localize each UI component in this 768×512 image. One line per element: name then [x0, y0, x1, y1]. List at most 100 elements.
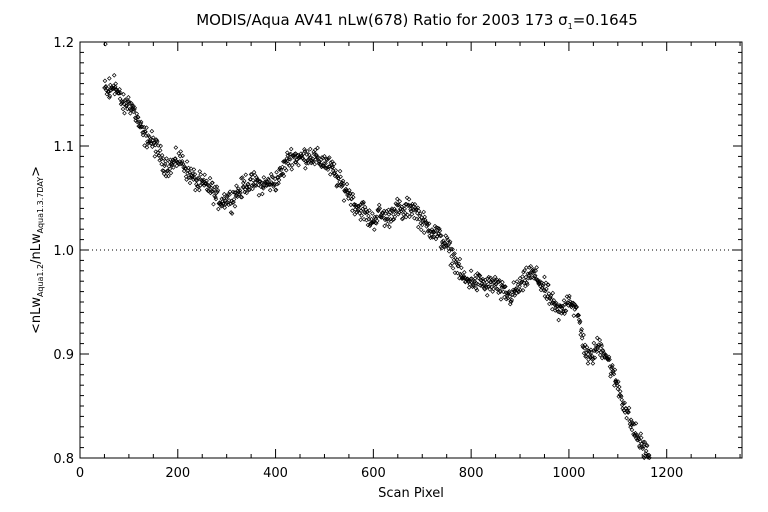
scatter-point — [358, 217, 363, 223]
scatter-point — [528, 275, 533, 281]
scatter-point — [456, 261, 462, 267]
scatter-point — [473, 272, 478, 278]
scatter-point — [296, 162, 301, 168]
scatter-point — [303, 165, 308, 171]
scatter-point — [559, 311, 564, 316]
scatter-point — [303, 158, 309, 164]
scatter-point — [495, 286, 500, 292]
scatter-point — [180, 153, 185, 159]
scatter-point — [244, 190, 250, 196]
scatter-point — [506, 289, 512, 294]
scatter-point — [473, 286, 479, 291]
scatter-point — [312, 161, 317, 167]
scatter-point — [129, 103, 135, 108]
scatter-point — [126, 95, 131, 100]
scatter-point — [164, 156, 169, 161]
scatter-point — [160, 168, 165, 173]
scatter-point — [261, 175, 267, 180]
scatter-point — [614, 380, 620, 386]
scatter-point — [318, 162, 323, 168]
scatter-point — [581, 332, 586, 338]
scatter-point — [512, 293, 517, 298]
scatter-point — [260, 184, 266, 190]
scatter-point — [141, 124, 147, 130]
scatter-point — [589, 350, 594, 355]
scatter-point — [585, 361, 591, 366]
scatter-point — [646, 452, 652, 458]
scatter-point — [250, 178, 256, 183]
scatter-point — [357, 202, 363, 208]
scatter-point — [354, 209, 360, 215]
y-axis: 0.8 0.9 1.0 1.1 1.2 — [53, 36, 742, 467]
scatter-point — [128, 111, 133, 116]
scatter-point — [194, 181, 199, 187]
scatter-point — [327, 163, 333, 169]
scatter-point — [288, 146, 294, 152]
scatter-point — [603, 352, 608, 357]
scatter-point — [545, 294, 550, 299]
scatter-point — [499, 283, 504, 288]
scatter-point — [231, 197, 237, 202]
scatter-point — [577, 319, 583, 324]
scatter-point — [314, 155, 320, 161]
scatter-point — [467, 281, 472, 287]
scatter-point — [169, 161, 175, 166]
scatter-point — [525, 282, 530, 287]
scatter-point — [161, 171, 167, 177]
scatter-point — [185, 171, 190, 176]
scatter-point — [107, 93, 113, 99]
scatter-point — [238, 194, 244, 200]
scatter-point — [180, 161, 186, 167]
scatter-point — [138, 119, 144, 125]
scatter-point — [134, 111, 140, 116]
scatter-point — [120, 106, 126, 112]
scatter-point — [480, 283, 485, 289]
scatter-point — [387, 224, 392, 230]
scatter-point — [112, 84, 118, 89]
scatter-point — [574, 304, 580, 310]
scatter-point — [474, 287, 480, 293]
scatter-point — [522, 278, 528, 283]
scatter-point — [211, 201, 216, 207]
scatter-point — [469, 276, 474, 281]
scatter-point — [162, 161, 168, 167]
scatter-point — [265, 176, 271, 182]
scatter-point — [216, 206, 221, 212]
scatter-point — [132, 105, 138, 111]
scatter-point — [187, 170, 192, 175]
svg-text:MODIS/Aqua AV41 nLw(678) Ratio: MODIS/Aqua AV41 nLw(678) Ratio for 2003 … — [196, 11, 638, 31]
scatter-point — [289, 162, 295, 168]
scatter-point — [593, 347, 599, 353]
scatter-point — [255, 176, 260, 182]
scatter-point — [207, 175, 213, 181]
scatter-point — [414, 206, 419, 212]
scatter-point — [534, 265, 539, 270]
y-tick-label: 0.8 — [53, 452, 74, 467]
scatter-point — [344, 181, 350, 187]
scatter-point — [418, 227, 424, 233]
scatter-point — [608, 371, 614, 376]
scatter-point — [626, 409, 631, 415]
scatter-point — [437, 228, 443, 234]
scatter-point — [304, 161, 309, 166]
scatter-point — [302, 147, 307, 152]
scatter-point — [539, 280, 544, 285]
scatter-point — [214, 190, 219, 196]
scatter-point — [472, 278, 477, 284]
scatter-point — [152, 154, 158, 159]
scatter-point — [503, 284, 508, 289]
scatter-point — [322, 153, 327, 159]
scatter-point — [588, 354, 593, 360]
scatter-point — [557, 309, 562, 315]
scatter-point — [376, 202, 382, 208]
scatter-point — [585, 348, 590, 353]
scatter-point — [171, 165, 176, 170]
x-axis-label: Scan Pixel — [378, 486, 444, 501]
scatter-point — [412, 215, 417, 221]
scatter-point — [121, 91, 126, 97]
scatter-point — [443, 233, 449, 238]
scatter-point — [377, 205, 383, 211]
scatter-point — [403, 201, 408, 207]
scatter-point — [550, 306, 555, 312]
scatter-point — [390, 217, 396, 222]
